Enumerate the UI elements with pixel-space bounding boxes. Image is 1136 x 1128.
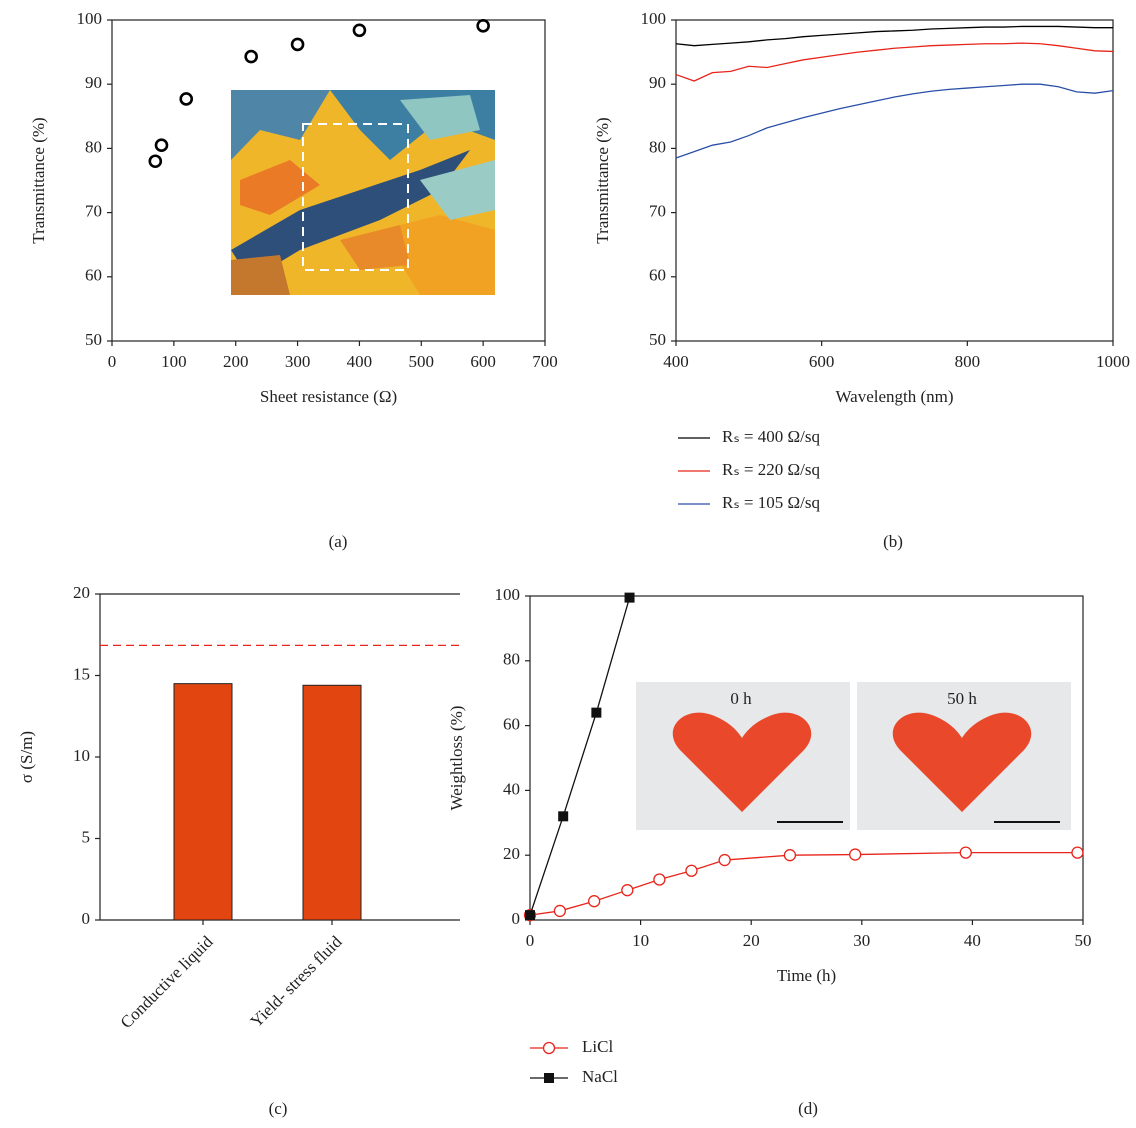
x-tick-label: Conductive liquid <box>117 932 217 1032</box>
marker <box>624 592 635 603</box>
y-tick-label: 60 <box>85 266 102 285</box>
y-tick-label: 60 <box>649 266 666 285</box>
marker <box>525 910 535 921</box>
marker <box>621 884 634 897</box>
y-tick-label: 100 <box>641 9 667 28</box>
bar <box>302 684 362 921</box>
y-tick-label: 15 <box>73 664 90 683</box>
panel-caption: (d) <box>798 1099 818 1118</box>
marker <box>244 49 258 64</box>
y-axis-label: Transmittance (%) <box>593 117 612 243</box>
annotation: 50 h <box>947 689 977 708</box>
x-axis-label: Sheet resistance (Ω) <box>260 387 397 406</box>
marker <box>685 864 698 877</box>
x-tick-label: 10 <box>632 931 649 950</box>
x-tick-label: Yield- stress fluid <box>247 932 346 1031</box>
x-tick-label: 200 <box>223 352 249 371</box>
bar <box>173 683 233 921</box>
marker <box>154 138 169 152</box>
marker <box>558 811 569 822</box>
x-tick-label: 400 <box>663 352 689 371</box>
legend-label: Rₛ = 400 Ω/sq <box>722 427 820 446</box>
annotation: 0 h <box>730 689 752 708</box>
y-tick-label: 0 <box>512 909 521 928</box>
marker <box>587 895 601 908</box>
marker <box>849 848 862 861</box>
y-tick-label: 70 <box>649 202 666 221</box>
marker <box>1071 846 1084 859</box>
x-tick-label: 100 <box>161 352 187 371</box>
y-tick-label: 50 <box>85 330 102 349</box>
marker <box>148 154 163 169</box>
x-tick-label: 50 <box>1075 931 1092 950</box>
marker <box>476 18 490 33</box>
x-tick-label: 500 <box>409 352 435 371</box>
inset-photo <box>636 682 1071 830</box>
y-tick-label: 5 <box>82 827 91 846</box>
series-line <box>529 851 1078 916</box>
y-tick-label: 60 <box>503 715 520 734</box>
y-tick-label: 80 <box>85 137 102 156</box>
marker <box>290 37 305 52</box>
inset-photo <box>231 90 495 295</box>
series-line <box>675 25 1113 47</box>
y-tick-label: 20 <box>503 844 520 863</box>
y-tick-label: 90 <box>85 73 102 92</box>
y-axis-label: σ (S/m) <box>17 731 36 783</box>
plot-frame <box>111 19 546 342</box>
marker <box>783 849 797 862</box>
y-axis-label: Transmittance (%) <box>29 117 48 243</box>
marker <box>179 92 194 106</box>
y-tick-label: 80 <box>649 137 666 156</box>
y-tick-label: 70 <box>85 202 102 221</box>
y-tick-label: 50 <box>649 330 666 349</box>
marker <box>653 873 666 886</box>
x-tick-label: 0 <box>108 352 117 371</box>
legend-label: Rₛ = 220 Ω/sq <box>722 460 820 479</box>
marker <box>718 853 731 867</box>
marker <box>591 707 602 718</box>
x-tick-label: 1000 <box>1096 352 1130 371</box>
x-tick-label: 300 <box>285 352 311 371</box>
panel-caption: (c) <box>269 1099 288 1118</box>
marker <box>542 1041 556 1055</box>
x-axis-label: Wavelength (nm) <box>835 387 953 406</box>
y-tick-label: 10 <box>73 746 90 765</box>
marker <box>553 904 567 918</box>
y-tick-label: 20 <box>73 583 90 602</box>
y-tick-label: 40 <box>503 779 520 798</box>
y-tick-label: 100 <box>495 585 521 604</box>
panel-caption: (b) <box>883 532 903 551</box>
x-tick-label: 700 <box>532 352 558 371</box>
y-tick-label: 90 <box>649 73 666 92</box>
y-tick-label: 0 <box>82 909 91 928</box>
y-axis-label: Weightloss (%) <box>447 706 466 811</box>
plot-frame <box>529 595 1084 921</box>
y-tick-label: 80 <box>503 650 520 669</box>
x-tick-label: 600 <box>470 352 496 371</box>
marker <box>959 846 972 859</box>
x-tick-label: 800 <box>955 352 981 371</box>
x-tick-label: 30 <box>853 931 870 950</box>
marker <box>544 1073 554 1083</box>
x-axis-label: Time (h) <box>777 966 836 985</box>
legend-label: NaCl <box>582 1067 618 1086</box>
legend-label: Rₛ = 105 Ω/sq <box>722 493 820 512</box>
x-tick-label: 20 <box>743 931 760 950</box>
series-line <box>675 83 1114 159</box>
marker <box>352 23 367 38</box>
x-tick-label: 40 <box>964 931 981 950</box>
plot-frame <box>675 19 1114 342</box>
series-line <box>529 597 631 916</box>
series-line <box>675 42 1114 82</box>
x-tick-label: 0 <box>526 931 535 950</box>
x-tick-label: 600 <box>809 352 835 371</box>
panel-caption: (a) <box>329 532 348 551</box>
y-tick-label: 100 <box>77 9 103 28</box>
legend-label: LiCl <box>582 1037 613 1056</box>
x-tick-label: 400 <box>347 352 373 371</box>
